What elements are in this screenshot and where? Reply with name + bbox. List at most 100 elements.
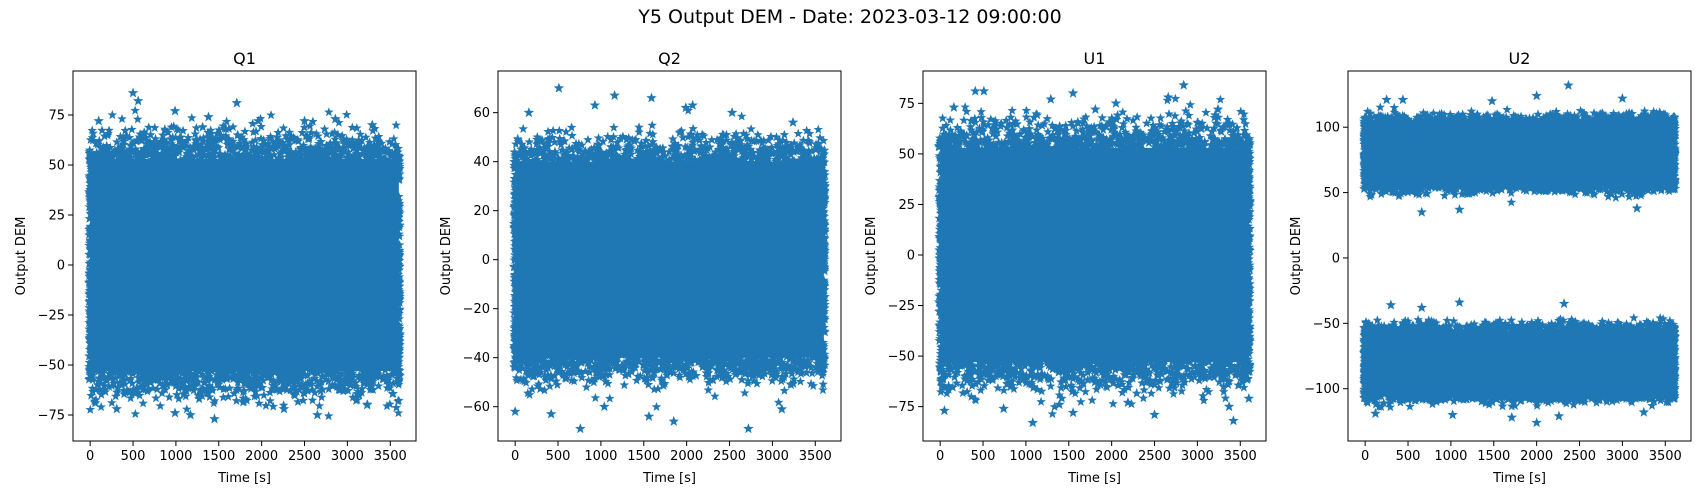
data-point (231, 97, 243, 108)
data-point (1178, 79, 1189, 90)
data-point (787, 116, 799, 127)
data-point (185, 409, 196, 420)
data-point (1223, 401, 1235, 412)
x-tick-label: 0 (511, 449, 519, 464)
x-tick-label: 0 (936, 449, 944, 464)
y-axis-label: Output DEM (1289, 217, 1304, 296)
data-points (84, 87, 405, 424)
data-point (1370, 408, 1381, 418)
data-point (90, 397, 101, 408)
x-tick-label: 1500 (627, 449, 660, 464)
data-point (523, 107, 535, 118)
data-point (209, 413, 220, 424)
data-point (1486, 95, 1498, 106)
data-point (169, 105, 181, 116)
x-tick-label: 1500 (1477, 449, 1510, 464)
y-tick-label: 0 (907, 248, 915, 263)
figure-title: Y5 Output DEM - Date: 2023-03-12 09:00:0… (638, 6, 1062, 28)
data-point (743, 423, 754, 434)
panel-u1: 0 500 1000 1500 2000 2500 3000 3500 −75 −50 −25 0 25… (864, 49, 1267, 486)
x-tick-label: 3500 (799, 449, 832, 464)
x-tick-label: 500 (546, 449, 571, 464)
data-point (111, 403, 122, 414)
y-tick-label: 20 (473, 204, 490, 219)
data-point (1090, 103, 1101, 114)
band-edge-points-1 (84, 105, 405, 421)
y-tick-label: 0 (482, 253, 490, 268)
data-point (1558, 298, 1570, 309)
data-points (934, 79, 1255, 428)
axes-frame (1347, 70, 1692, 442)
data-point (680, 102, 692, 113)
x-tick-label: 1000 (1009, 449, 1042, 464)
data-point (643, 411, 655, 421)
data-point (1067, 87, 1079, 98)
data-point (998, 403, 1009, 414)
data-point (609, 90, 620, 100)
data-point (367, 119, 378, 130)
y-axis-label: Output DEM (439, 217, 454, 296)
x-tick-label: 2000 (1520, 449, 1553, 464)
y-tick-label: −75 (38, 409, 65, 424)
y-tick-label: 25 (48, 209, 65, 224)
x-tick-label: 3000 (756, 449, 789, 464)
data-point (599, 401, 610, 412)
y-tick-label: −50 (38, 359, 65, 374)
data-point (1045, 93, 1056, 104)
data-point (545, 408, 557, 419)
x-tick-label: 3000 (1606, 449, 1639, 464)
y-axis-label: Output DEM (14, 217, 29, 296)
x-tick-label: 0 (1361, 449, 1369, 464)
y-tick-label: −50 (888, 350, 915, 365)
data-point (299, 115, 310, 126)
y-tick-label: −50 (1313, 317, 1340, 332)
y-tick-label: 50 (898, 147, 915, 162)
band-edge-points-2 (1359, 312, 1680, 412)
x-tick-label: 1000 (584, 449, 617, 464)
panel-title: U2 (1509, 49, 1531, 68)
data-point (203, 111, 214, 122)
y-tick-label: 50 (1323, 186, 1340, 201)
x-tick-label: 2500 (1563, 449, 1596, 464)
panel-q1: 0 500 1000 1500 2000 2500 3000 3500 −75 −50 −25 0 25… (14, 49, 417, 486)
y-tick-label: 0 (1332, 251, 1340, 266)
data-point (687, 99, 698, 110)
y-tick-label: −40 (463, 351, 490, 366)
data-point (1416, 206, 1427, 217)
data-point (646, 92, 657, 103)
data-point (1381, 94, 1392, 105)
x-tick-label: 2000 (1095, 449, 1128, 464)
data-point (1416, 302, 1427, 313)
band-edge-points-1 (934, 93, 1255, 419)
data-point (726, 107, 738, 118)
x-axis-label: Time [s] (217, 471, 271, 486)
y-tick-label: −75 (888, 400, 915, 415)
data-point (1454, 204, 1465, 215)
x-tick-label: 1000 (1434, 449, 1467, 464)
dense-band-1 (1365, 123, 1674, 184)
dense-band-1 (940, 147, 1249, 363)
data-point (1397, 94, 1409, 105)
data-point (776, 403, 788, 414)
y-tick-label: −60 (463, 400, 490, 415)
data-point (1447, 409, 1458, 420)
x-tick-label: 500 (121, 449, 146, 464)
x-tick-label: 1500 (202, 449, 235, 464)
data-point (939, 405, 950, 416)
y-tick-label: −25 (38, 309, 65, 324)
data-point (509, 406, 521, 417)
data-point (127, 87, 139, 98)
data-point (278, 403, 290, 414)
data-point (1617, 92, 1628, 103)
panel-q2: 0 500 1000 1500 2000 2500 3000 3500 −60 −40 −20 0 20… (439, 49, 842, 486)
axes-frame (497, 70, 842, 442)
data-point (948, 101, 960, 112)
panel-title: Q1 (233, 49, 256, 68)
x-tick-label: 500 (971, 449, 996, 464)
dense-band-1 (515, 161, 824, 358)
data-point (575, 423, 586, 434)
data-point (970, 85, 981, 96)
data-point (589, 99, 601, 110)
